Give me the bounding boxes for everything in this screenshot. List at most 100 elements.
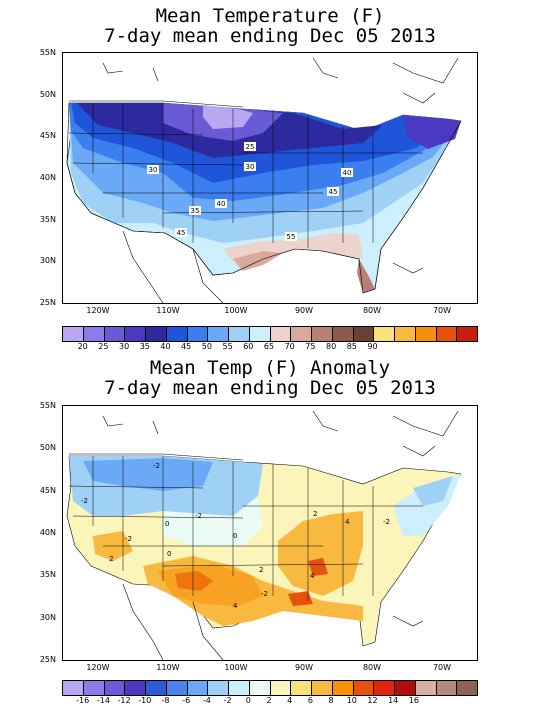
colorbar-swatch — [457, 681, 477, 695]
colorbar-label: -16 — [76, 696, 90, 705]
lat-label: 25N — [39, 298, 56, 307]
contour-label: -2 — [153, 462, 160, 470]
colorbar-swatch — [291, 681, 312, 695]
lon-label: 120W — [86, 663, 110, 672]
colorbar-swatch — [229, 327, 250, 341]
colorbar-swatch — [229, 681, 250, 695]
colorbar-swatch — [312, 327, 333, 341]
colorbar-swatch — [436, 327, 458, 341]
map2-region-warm-east — [278, 511, 363, 596]
lat-label: 35N — [39, 214, 56, 224]
colorbar-swatch — [332, 327, 354, 341]
lat-label: 35N — [39, 570, 56, 580]
map2-region-cool-core — [83, 458, 213, 491]
lat-label: 45N — [39, 485, 56, 495]
lat-label: 40N — [39, 173, 56, 182]
map1-state-lines — [68, 103, 423, 248]
colorbar-swatch — [125, 681, 146, 695]
lon-label: 110W — [156, 663, 180, 672]
colorbar-label: 16 — [408, 696, 419, 705]
lat-label: 30N — [39, 256, 56, 266]
colorbar-swatch — [374, 681, 395, 695]
colorbar-swatch — [104, 681, 126, 695]
lon-label: 90W — [294, 663, 314, 672]
map2-title-line2: 7-day mean ending Dec 05 2013 — [104, 377, 436, 399]
colorbar-swatch — [208, 327, 229, 341]
colorbar-swatch — [146, 681, 167, 695]
colorbar-label: -4 — [202, 696, 211, 705]
colorbar-label: 90 — [367, 342, 378, 351]
colorbar-label: 12 — [367, 696, 378, 705]
contour-label: -2 — [195, 512, 202, 520]
lon-label: 70W — [432, 306, 452, 315]
colorbar-label: 10 — [346, 696, 357, 705]
map1-contour-labels: 25 30 30 35 40 40 45 45 55 — [147, 142, 353, 241]
contour-label: -2 — [261, 590, 268, 598]
map2-region-warm-core — [158, 564, 263, 606]
map1-region-ne — [403, 115, 461, 149]
lon-label: 110W — [156, 306, 180, 315]
lon-label: 80W — [362, 663, 382, 672]
colorbar-label: -12 — [117, 696, 131, 705]
colorbar-swatch — [353, 681, 375, 695]
lon-label: 100W — [224, 663, 248, 672]
lat-label: 25N — [39, 655, 56, 664]
map1-region-coldest — [203, 105, 253, 129]
colorbar-swatch — [166, 327, 188, 341]
map2-colorbar — [62, 680, 478, 696]
contour-label: 0 — [233, 532, 237, 540]
contour-label: 55 — [287, 233, 296, 241]
colorbar-label: 35 — [139, 342, 150, 351]
contour-label: 0 — [167, 550, 171, 558]
colorbar-swatch — [249, 681, 271, 695]
colorbar-swatch — [374, 327, 395, 341]
colorbar-label: 14 — [388, 696, 399, 705]
contour-label: 35 — [191, 207, 200, 215]
colorbar-label: 55 — [222, 342, 233, 351]
map1-plot: 25 30 30 35 40 40 45 45 55 — [62, 52, 478, 304]
map2-region-hot-2 — [308, 558, 328, 576]
colorbar-swatch — [415, 327, 437, 341]
contour-label: -2 — [383, 518, 390, 526]
colorbar-swatch — [125, 327, 146, 341]
contour-label: 30 — [246, 163, 255, 171]
lat-label: 50N — [39, 443, 56, 453]
map2-coastlines — [69, 410, 459, 660]
colorbar-label: 70 — [284, 342, 295, 351]
colorbar-swatch — [104, 327, 126, 341]
map1-title-line1: Mean Temperature (F) — [155, 5, 385, 27]
map1-colorbar — [62, 326, 478, 342]
contour-label: 4 — [233, 602, 238, 610]
contour-label: 4 — [310, 572, 315, 580]
lat-label: 55N — [39, 401, 56, 410]
lat-label: 50N — [39, 89, 56, 99]
contour-label: 25 — [246, 143, 255, 151]
colorbar-swatch — [83, 681, 105, 695]
map1-coastlines — [66, 57, 462, 303]
contour-label: 2 — [259, 566, 263, 574]
map2-title-line1: Mean Temp (F) Anomaly — [149, 357, 391, 379]
colorbar-swatch — [208, 681, 229, 695]
colorbar-label: -2 — [223, 696, 232, 705]
map2-plot: -2 -2 -2 -2 -2 -2 0 0 0 2 2 2 4 4 4 — [62, 405, 478, 661]
contour-label: -2 — [125, 535, 132, 543]
contour-label: 40 — [343, 169, 352, 177]
colorbar-swatch — [395, 327, 416, 341]
colorbar-swatch — [291, 327, 312, 341]
colorbar-label: 4 — [287, 696, 293, 705]
lon-label: 120W — [86, 306, 110, 315]
colorbar-label: 2 — [266, 696, 272, 705]
lon-label: 70W — [432, 663, 452, 672]
map2-region-hot-3 — [288, 591, 313, 606]
colorbar-swatch — [270, 681, 292, 695]
lat-label: 45N — [39, 131, 56, 141]
colorbar-swatch — [249, 327, 271, 341]
colorbar-label: 85 — [346, 342, 357, 351]
colorbar-label: -8 — [161, 696, 170, 705]
colorbar-swatch — [146, 327, 167, 341]
lat-label: 55N — [39, 48, 56, 57]
colorbar-label: 30 — [119, 342, 130, 351]
colorbar-label: 45 — [181, 342, 192, 351]
contour-label: 40 — [217, 200, 226, 208]
colorbar-swatch — [166, 681, 188, 695]
